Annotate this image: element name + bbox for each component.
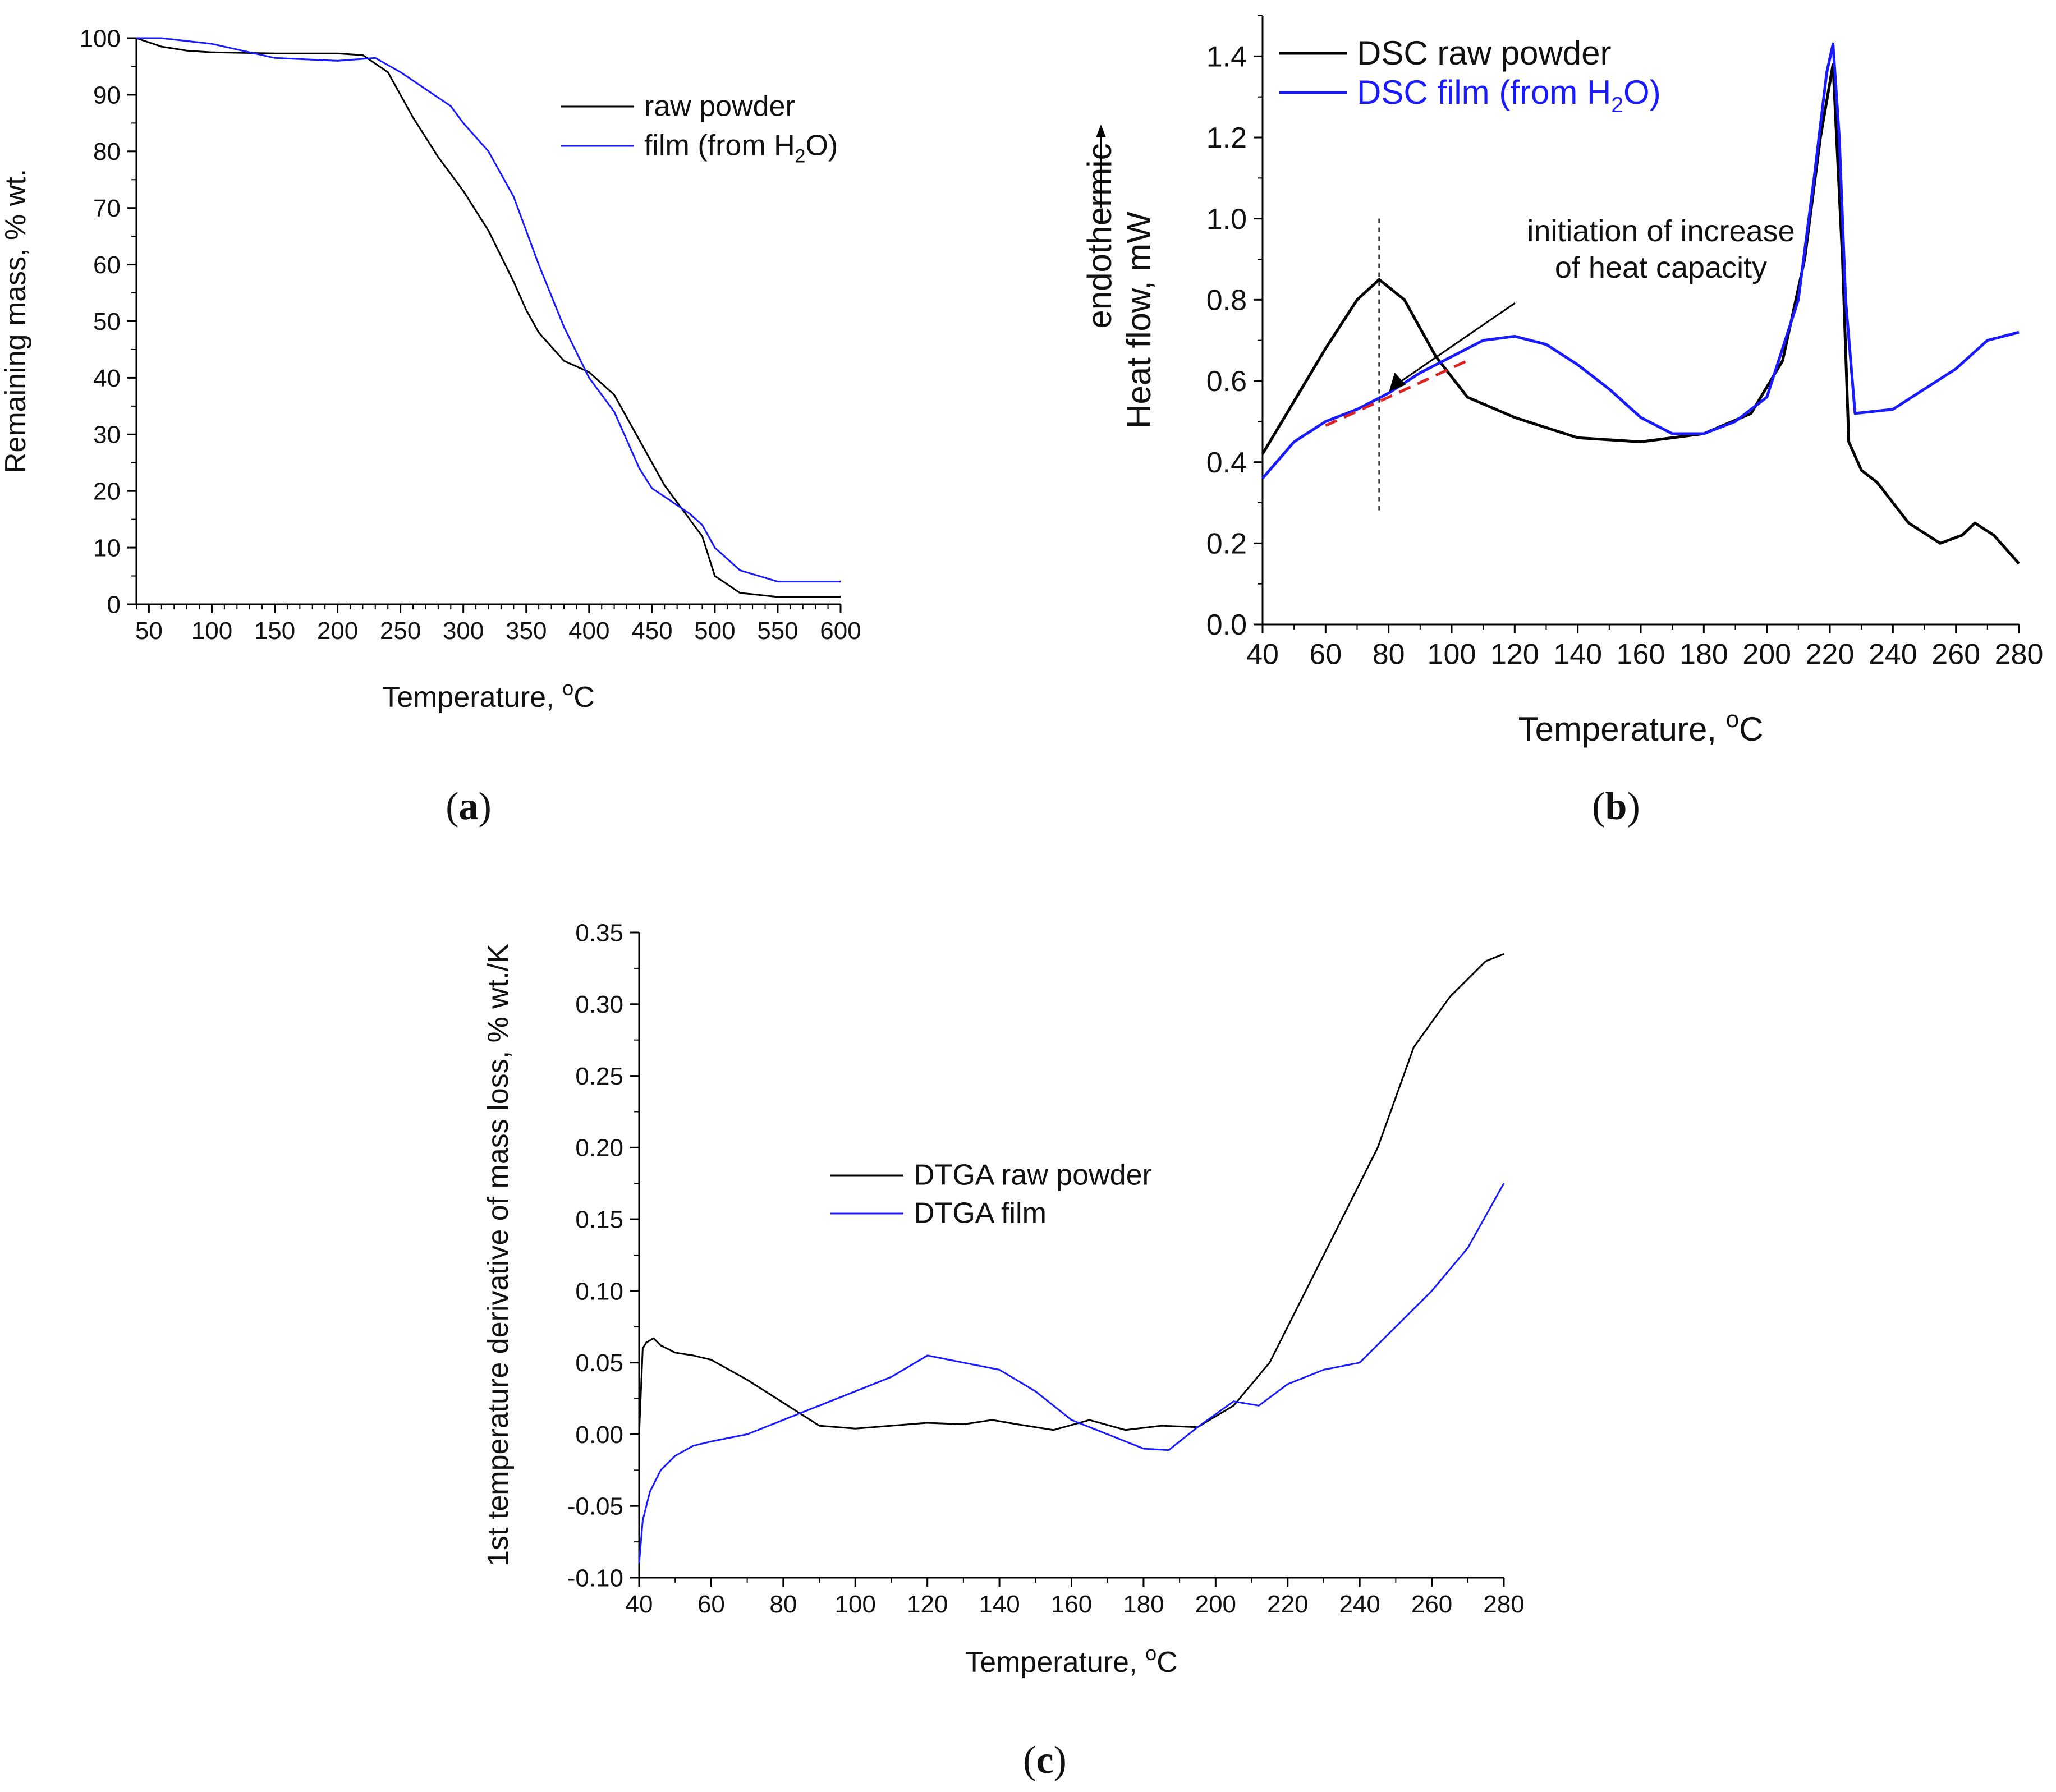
panel-c-x-tick-label: 280 — [1483, 1591, 1524, 1618]
panel-a-series-1-line — [136, 37, 841, 583]
panel-b-x-tick-label: 140 — [1553, 638, 1602, 671]
panel-a-x-tick-label: 150 — [254, 617, 295, 645]
panel-b-y-axis-label: Heat flow, mW — [1120, 212, 1158, 429]
panel-a-legend-label: film (from H2O) — [644, 130, 838, 167]
panel-a-x-tick-label: 500 — [694, 617, 735, 645]
panel-b-y-tick-label: 1.0 — [1206, 203, 1247, 236]
panel-a-x-tick-label: 550 — [757, 617, 798, 645]
panel-c-x-tick-label: 220 — [1267, 1591, 1308, 1618]
panel-c-x-tick-label: 180 — [1123, 1591, 1164, 1618]
panel-a-caption: (a) — [446, 785, 492, 828]
panel-a-x-axis-label: Temperature, oC — [382, 677, 595, 714]
panel-c-x-tick-label: 80 — [769, 1591, 797, 1618]
panel-a-x-tick-label: 300 — [443, 617, 484, 645]
panel-c-caption: (c) — [1023, 1739, 1067, 1782]
panel-a-y-tick-label: 10 — [93, 535, 121, 562]
panel-b-y-tick-label: 0.8 — [1206, 284, 1247, 317]
panel-c-y-tick-label: 0.30 — [575, 991, 623, 1018]
panel-b-y-tick-label: 0.6 — [1206, 365, 1247, 398]
panel-a-x-tick-label: 600 — [820, 617, 861, 645]
panel-a-y-tick-label: 70 — [93, 195, 121, 222]
panel-b-annotation-arrowhead — [1389, 372, 1406, 392]
panel-c-x-axis-label: Temperature, oC — [965, 1642, 1178, 1679]
panel-a-y-tick-label: 90 — [93, 81, 121, 109]
panel-b-chart: 40 60 80 100 120 140 160 180 200 220 240 260 280 0.0 0… — [1081, 15, 2044, 748]
panel-a-y-tick-label: 40 — [93, 365, 121, 392]
panel-a-y-tick-label: 30 — [93, 421, 121, 449]
panel-b-y-tick-label: 0.2 — [1206, 528, 1247, 560]
panel-c-y-axis-label: 1st temperature derivative of mass loss,… — [482, 944, 515, 1566]
panel-c-x-tick-label: 160 — [1051, 1591, 1092, 1618]
panel-c-y-tick-label: -0.10 — [567, 1564, 623, 1592]
panel-b-x-tick-label: 100 — [1428, 638, 1476, 671]
panel-b-x-tick-label: 160 — [1617, 638, 1665, 671]
panel-a-x-tick-label: 50 — [135, 617, 163, 645]
panel-a-x-tick-label: 100 — [191, 617, 232, 645]
panel-a-y-tick-label: 60 — [93, 251, 121, 279]
panel-c-y-tick-label: 0.15 — [575, 1206, 623, 1234]
panel-c-legend-label: DTGA raw powder — [914, 1159, 1152, 1192]
panel-b-x-tick-label: 280 — [1995, 638, 2044, 671]
panel-a-x-tick-label: 450 — [631, 617, 672, 645]
panel-b-x-tick-label: 60 — [1309, 638, 1342, 671]
panel-c-chart: 40 60 80 100 120 140 160 180 200 220 240 260 280 -0.1… — [482, 919, 1525, 1679]
panel-b-series-1-line — [1261, 43, 2020, 480]
panel-a-legend-label: raw powder — [644, 90, 795, 123]
panel-a-x-tick-label: 250 — [380, 617, 421, 645]
panel-b-x-axis-label: Temperature, oC — [1518, 706, 1764, 748]
panel-b-x-tick-label: 40 — [1246, 638, 1279, 671]
panel-b-y-tick-label: 0.4 — [1206, 447, 1247, 479]
panel-c-y-tick-label: 0.10 — [575, 1278, 623, 1305]
panel-c-y-tick-label: 0.25 — [575, 1063, 623, 1090]
panel-a-y-tick-label: 80 — [93, 138, 121, 166]
panel-b-x-tick-label: 80 — [1373, 638, 1405, 671]
panel-c-x-tick-label: 120 — [907, 1591, 948, 1618]
panel-b-y-axis-label-endothermic: endothermic — [1081, 143, 1118, 328]
panel-a-x-tick-label: 400 — [568, 617, 609, 645]
panel-b-y-tick-label: 1.2 — [1206, 122, 1247, 154]
panel-a-chart: 50 100 150 200 250 300 350 400 450 500 550 600 0 10 20… — [0, 25, 861, 714]
panel-c-x-tick-label: 260 — [1411, 1591, 1452, 1618]
panel-c-series-0-line — [638, 953, 1504, 1435]
panel-c-y-tick-label: 0.20 — [575, 1134, 623, 1162]
panel-b-x-tick-label: 260 — [1931, 638, 1980, 671]
panel-b-x-tick-label: 120 — [1490, 638, 1539, 671]
panel-b-y-tick-label: 0.0 — [1206, 609, 1247, 641]
panel-b-annotation-text: initiation of increase — [1527, 214, 1795, 248]
panel-b-series-2-line — [1325, 359, 1468, 427]
panel-b-annotation-arrow — [1398, 302, 1516, 384]
panel-a-x-tick-label: 350 — [506, 617, 547, 645]
panel-a-y-tick-label: 20 — [93, 478, 121, 506]
panel-c-y-tick-label: -0.05 — [567, 1493, 623, 1520]
panel-c-x-tick-label: 40 — [626, 1591, 653, 1618]
panel-c-x-tick-label: 100 — [835, 1591, 876, 1618]
panel-b-caption: (b) — [1592, 785, 1640, 828]
panel-c-legend-label: DTGA film — [914, 1197, 1047, 1230]
panel-c-x-tick-label: 200 — [1195, 1591, 1236, 1618]
panel-c-x-tick-label: 60 — [697, 1591, 725, 1618]
panel-b-x-tick-label: 180 — [1679, 638, 1728, 671]
panel-c-y-tick-label: 0.35 — [575, 919, 623, 946]
panel-b-legend-label: DSC raw powder — [1357, 34, 1612, 72]
panel-a-y-tick-label: 50 — [93, 308, 121, 336]
panel-b-endothermic-arrowhead — [1096, 125, 1106, 137]
panel-a-y-axis-label: Remaining mass, % wt. — [0, 169, 32, 474]
panel-b-series-0-line — [1261, 63, 2020, 565]
panel-b-x-tick-label: 220 — [1806, 638, 1855, 671]
panel-b-legend-label: DSC film (from H2O) — [1357, 73, 1661, 117]
panel-b-annotation-text: of heat capacity — [1555, 251, 1767, 284]
panel-b-y-tick-label: 1.4 — [1206, 41, 1247, 73]
panel-a-y-tick-label: 0 — [107, 591, 121, 618]
panel-a-series-0-line — [136, 37, 841, 598]
panel-c-y-tick-label: 0.05 — [575, 1349, 623, 1377]
panel-b-x-tick-label: 200 — [1742, 638, 1791, 671]
panel-c-x-tick-label: 140 — [979, 1591, 1020, 1618]
panel-c-x-tick-label: 240 — [1339, 1591, 1380, 1618]
panel-c-y-tick-label: 0.00 — [575, 1421, 623, 1449]
panel-b-x-tick-label: 240 — [1869, 638, 1917, 671]
panel-a-x-tick-label: 200 — [317, 617, 358, 645]
panel-a-y-tick-label: 100 — [80, 25, 121, 52]
panel-c-series-1-line — [638, 1183, 1505, 1564]
